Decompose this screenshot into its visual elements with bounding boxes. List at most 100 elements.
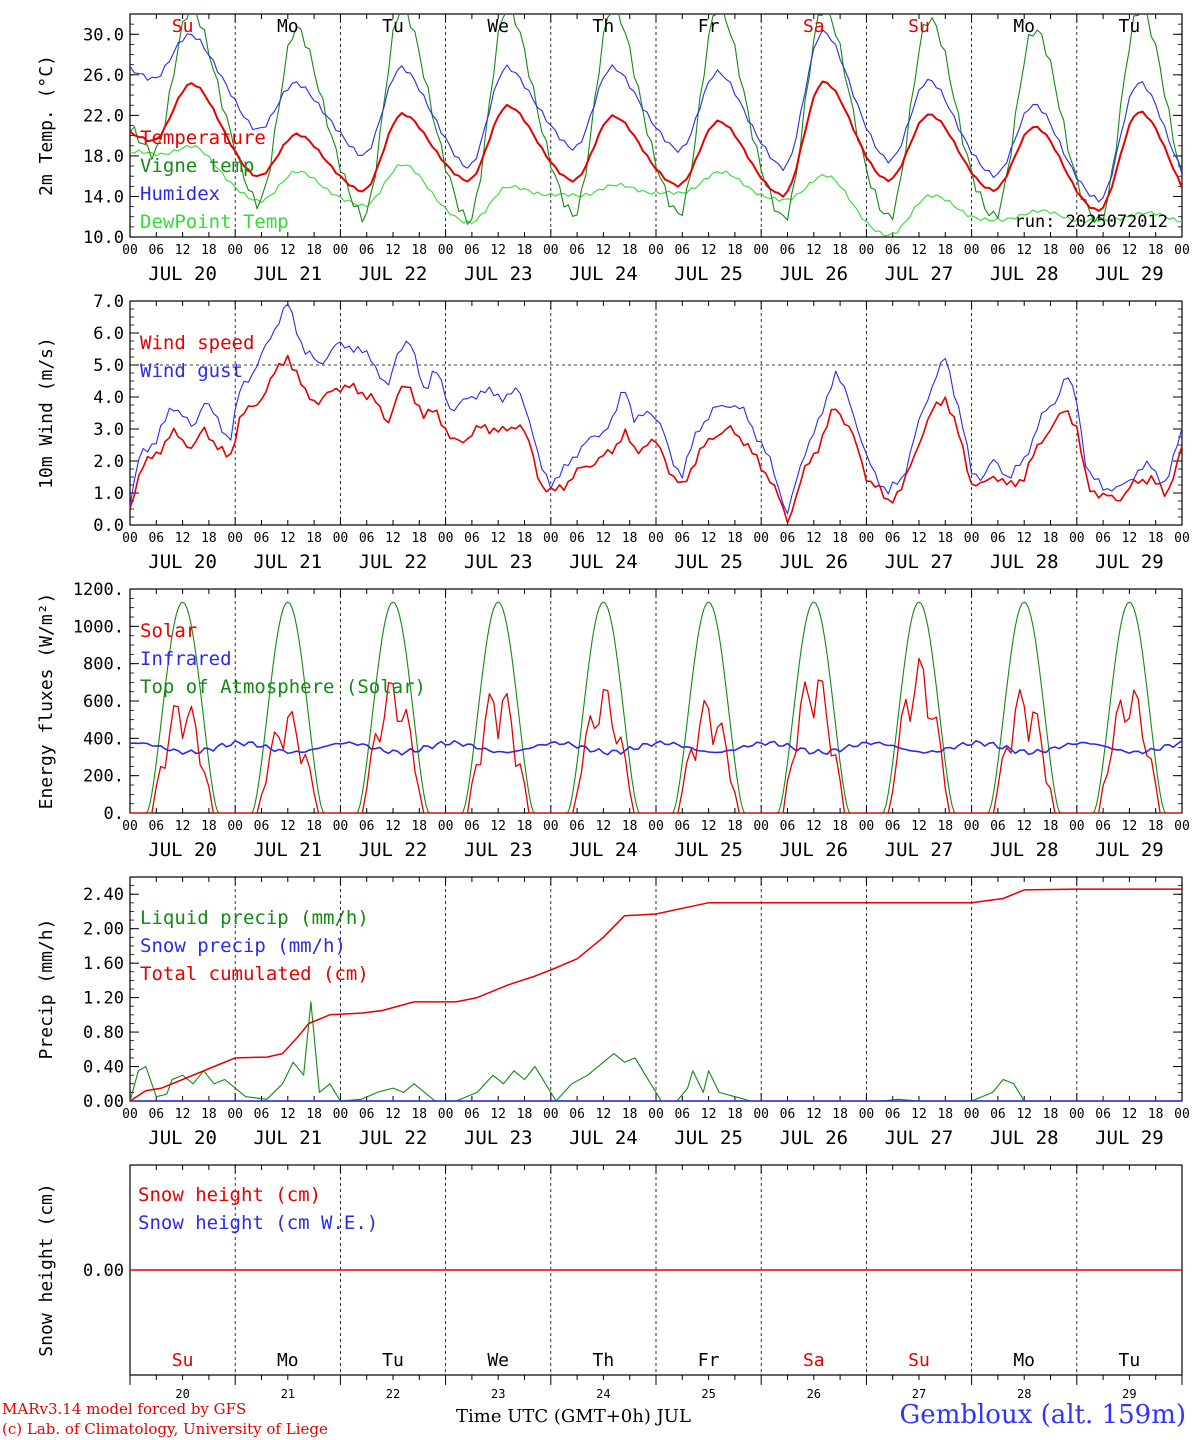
hour-tick-label: 06 xyxy=(674,1107,690,1122)
day-label: JUL 20 xyxy=(148,839,217,861)
hour-tick-label: 18 xyxy=(517,1107,533,1122)
hour-tick-label: 06 xyxy=(359,819,375,834)
weekday-label: Mo xyxy=(1013,1350,1035,1371)
weekday-label: Mo xyxy=(277,16,299,37)
hour-tick-label: 12 xyxy=(1016,243,1032,258)
hour-tick-label: 00 xyxy=(964,1107,980,1122)
series-liquid-precip xyxy=(129,1001,1182,1102)
hour-tick-label: 12 xyxy=(911,243,927,258)
legend-entry: Vigne temp xyxy=(140,155,254,177)
series-solar xyxy=(130,657,1182,814)
day-label: JUL 25 xyxy=(674,551,743,573)
hour-tick-label: 06 xyxy=(569,819,585,834)
hour-tick-label: 18 xyxy=(306,531,322,546)
hour-tick-label: 12 xyxy=(385,819,401,834)
weekday-label: Fr xyxy=(698,1350,720,1371)
hour-tick-label: 06 xyxy=(990,243,1006,258)
hour-tick-label: 12 xyxy=(911,819,927,834)
y-tick-label: 22.0 xyxy=(83,106,124,126)
day-number-label: 20 xyxy=(175,1387,189,1401)
hour-tick-label: 06 xyxy=(885,243,901,258)
day-label: JUL 21 xyxy=(253,551,322,573)
hour-tick-label: 06 xyxy=(148,819,164,834)
hour-tick-label: 00 xyxy=(1174,1107,1190,1122)
day-label: JUL 24 xyxy=(569,263,638,285)
hour-tick-label: 12 xyxy=(175,1107,191,1122)
hour-tick-label: 06 xyxy=(148,1107,164,1122)
lab-credit: (c) Lab. of Climatology, University of L… xyxy=(2,1420,328,1438)
day-number-label: 26 xyxy=(807,1387,821,1401)
y-tick-label: 10.0 xyxy=(83,228,124,248)
day-label: JUL 29 xyxy=(1095,1127,1164,1149)
hour-tick-label: 12 xyxy=(911,1107,927,1122)
legend-entry: Liquid precip (mm/h) xyxy=(140,907,369,929)
day-label: JUL 28 xyxy=(990,1127,1059,1149)
day-number-label: 23 xyxy=(491,1387,505,1401)
hour-tick-label: 12 xyxy=(596,1107,612,1122)
hour-tick-label: 06 xyxy=(254,243,270,258)
day-label: JUL 22 xyxy=(359,551,428,573)
hour-tick-label: 00 xyxy=(333,1107,349,1122)
y-tick-label: 0.00 xyxy=(83,1261,124,1281)
y-tick-label: 0. xyxy=(104,804,124,824)
day-label: JUL 28 xyxy=(990,551,1059,573)
hour-tick-label: 06 xyxy=(1095,819,1111,834)
hour-tick-label: 12 xyxy=(490,243,506,258)
hour-tick-label: 12 xyxy=(1122,531,1138,546)
day-label: JUL 23 xyxy=(464,1127,533,1149)
hour-tick-label: 00 xyxy=(964,243,980,258)
hour-tick-label: 18 xyxy=(1148,1107,1164,1122)
day-label: JUL 24 xyxy=(569,551,638,573)
hour-tick-label: 00 xyxy=(859,243,875,258)
series-wind-speed xyxy=(129,354,1183,524)
hour-tick-label: 00 xyxy=(543,243,559,258)
legend-entry: Humidex xyxy=(140,183,220,205)
hour-tick-label: 18 xyxy=(832,819,848,834)
day-label: JUL 24 xyxy=(569,839,638,861)
day-label: JUL 28 xyxy=(990,839,1059,861)
hour-tick-label: 00 xyxy=(1069,243,1085,258)
hour-tick-label: 18 xyxy=(832,531,848,546)
hour-tick-label: 12 xyxy=(490,1107,506,1122)
hour-tick-label: 18 xyxy=(727,243,743,258)
hour-tick-label: 06 xyxy=(359,1107,375,1122)
hour-tick-label: 06 xyxy=(464,1107,480,1122)
hour-tick-label: 18 xyxy=(832,243,848,258)
hour-tick-label: 00 xyxy=(753,1107,769,1122)
hour-tick-label: 00 xyxy=(753,819,769,834)
hour-tick-label: 12 xyxy=(806,531,822,546)
hour-tick-label: 00 xyxy=(227,243,243,258)
weekday-label: Th xyxy=(593,16,615,37)
hour-tick-label: 12 xyxy=(911,531,927,546)
hour-tick-label: 12 xyxy=(806,819,822,834)
hour-tick-label: 18 xyxy=(622,1107,638,1122)
y-tick-label: 4.0 xyxy=(93,388,124,408)
hour-tick-label: 18 xyxy=(937,531,953,546)
hour-tick-label: 18 xyxy=(727,819,743,834)
legend-entry: Infrared xyxy=(140,648,232,670)
hour-tick-label: 06 xyxy=(990,819,1006,834)
hour-tick-label: 00 xyxy=(1069,1107,1085,1122)
y-tick-label: 1000. xyxy=(73,617,124,637)
legend-entry: Total cumulated (cm) xyxy=(140,963,369,985)
hour-tick-label: 06 xyxy=(148,243,164,258)
panel-frame xyxy=(129,588,1183,814)
hour-tick-label: 18 xyxy=(306,1107,322,1122)
hour-tick-label: 00 xyxy=(438,243,454,258)
day-number-label: 29 xyxy=(1122,1387,1136,1401)
hour-tick-label: 18 xyxy=(832,1107,848,1122)
day-label: JUL 20 xyxy=(148,263,217,285)
y-axis-label: Energy fluxes (W/m²) xyxy=(36,593,57,810)
hour-tick-label: 12 xyxy=(385,531,401,546)
hour-tick-label: 12 xyxy=(1122,243,1138,258)
weekday-label: Sa xyxy=(803,16,825,37)
panel-temp: 10.0 14.0 18.0 22.0 26.0 30.0 2m Temp. (°C) Su M… xyxy=(36,13,1190,285)
day-label: JUL 21 xyxy=(253,263,322,285)
hour-tick-label: 18 xyxy=(727,1107,743,1122)
hour-tick-label: 00 xyxy=(543,1107,559,1122)
hour-tick-label: 18 xyxy=(411,1107,427,1122)
y-tick-label: 2.00 xyxy=(83,920,124,940)
weekday-label: Mo xyxy=(277,1350,299,1371)
y-axis-label: Precip (mm/h) xyxy=(36,919,57,1060)
